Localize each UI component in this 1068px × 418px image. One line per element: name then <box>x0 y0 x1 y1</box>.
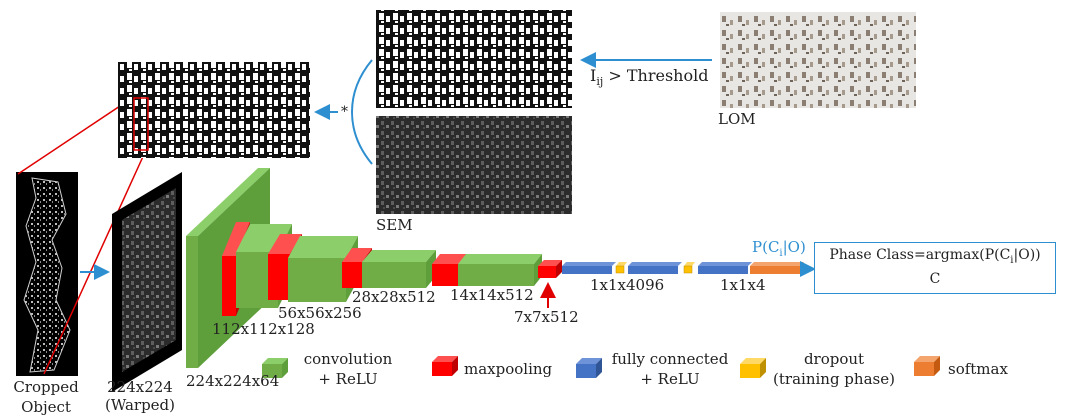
phase-map-image <box>118 62 310 158</box>
threshold-var: I <box>590 66 597 85</box>
legend-softmax: softmax <box>948 360 1008 378</box>
cropped-label-2: Object <box>21 398 71 416</box>
dim-label-7x7x512: 7x7x512 <box>514 308 579 326</box>
dim-label-56x56x256: 56x56x256 <box>278 304 362 322</box>
merge-bracket <box>350 59 373 165</box>
dim-label-224x224x64: 224x224x64 <box>186 372 280 390</box>
warped-label-1: 224x224 <box>107 378 173 396</box>
legend-fc-1: fully connected <box>611 350 729 368</box>
legend-conv-2: + ReLU <box>318 370 378 388</box>
phase-class-box: Phase Class=argmax(P(Ci|O)) C <box>814 242 1056 294</box>
lom-label: LOM <box>718 110 756 128</box>
prob-b: |O) <box>782 238 806 256</box>
dim-label-14x14x512: 14x14x512 <box>450 286 534 304</box>
threshold-label: Iij > Threshold <box>590 66 708 88</box>
legend-conv-1: convolution <box>303 350 393 368</box>
sem-image <box>376 116 572 214</box>
warped-label-2: (Warped) <box>104 396 175 414</box>
phase-a: Phase Class=argmax(P(C <box>829 247 1011 263</box>
phase-sub: i <box>1010 254 1014 266</box>
legend-dropout-2: (training phase) <box>773 370 895 388</box>
phase-class-formula: Phase Class=argmax(P(Ci|O)) <box>815 247 1055 266</box>
sem-binary-image <box>376 10 572 108</box>
lom-image <box>720 12 916 108</box>
threshold-sub: ij <box>596 75 604 89</box>
prob-sub: i <box>779 248 783 259</box>
threshold-rest: > Threshold <box>603 66 709 85</box>
phase-b: |O)) <box>1013 247 1041 263</box>
prob-a: P(C <box>752 238 780 256</box>
cnn-blocks <box>186 168 804 368</box>
dim-label-28x28x512: 28x28x512 <box>352 288 436 306</box>
legend-swatches <box>262 356 940 378</box>
legend-pool: maxpooling <box>464 360 553 378</box>
probability-label: P(Ci|O) <box>752 238 806 259</box>
multiply-symbol: * <box>341 104 348 120</box>
dim-label-112x112x128: 112x112x128 <box>212 320 315 338</box>
legend-dropout-1: dropout <box>803 350 865 368</box>
cropped-label-1: Cropped <box>13 378 79 396</box>
dim-label-fc2: 1x1x4 <box>720 276 766 294</box>
phase-class-c: C <box>929 271 941 287</box>
sem-label: SEM <box>376 216 413 234</box>
zoom-box <box>133 97 149 151</box>
legend-fc-2: + ReLU <box>640 370 700 388</box>
dim-label-fc: 1x1x4096 <box>590 276 665 294</box>
